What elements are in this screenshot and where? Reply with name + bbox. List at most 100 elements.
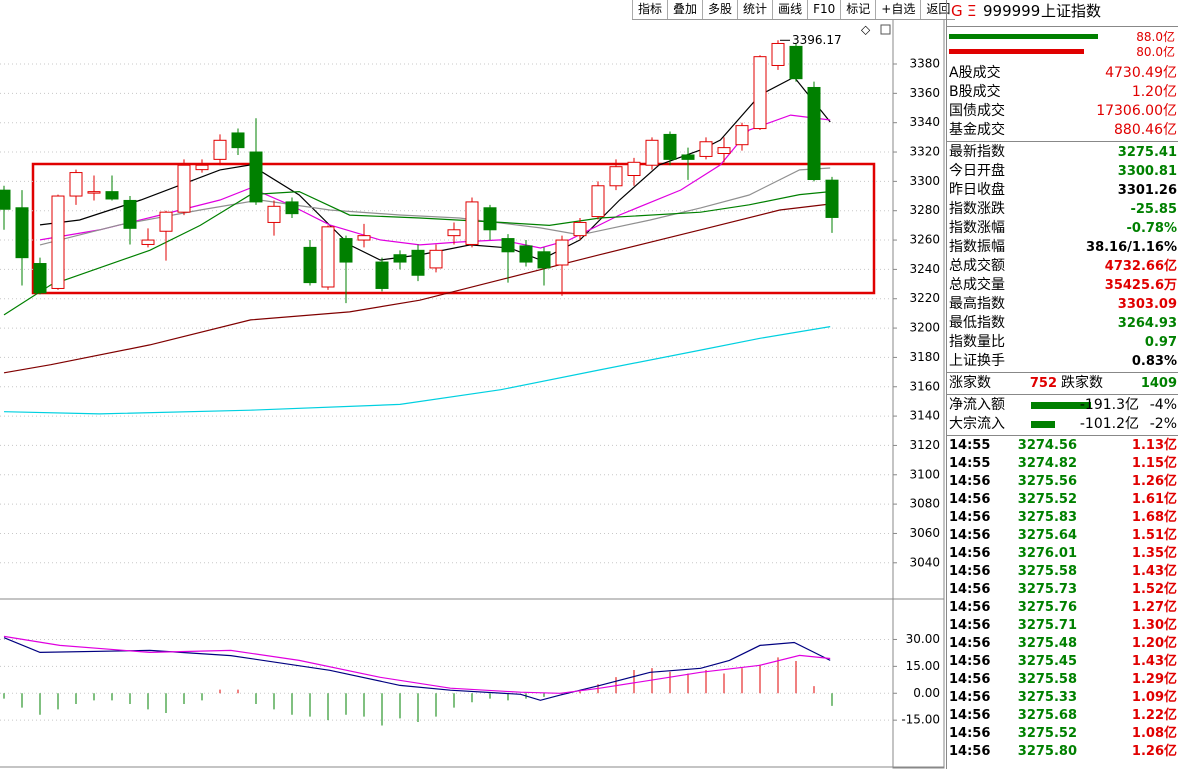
diamond-icon: ◇ [861,23,871,37]
tick-time: 14:56 [949,672,991,687]
y-tick-label: 3280 [909,203,940,217]
y-tick-label: 3120 [909,438,940,452]
tick-amount: 1.51亿 [1131,528,1177,543]
stat-row: 上证换手 0.83% [949,352,1177,371]
tick-amount: 1.35亿 [1131,546,1177,561]
stat-label: 最高指数 [949,296,1005,312]
tick-price: 3275.64 [1017,528,1077,543]
candle-body [177,164,191,213]
candle-body [681,154,695,160]
tick-amount: 1.68亿 [1131,510,1177,525]
candle-body [357,235,371,241]
candle-body [807,86,821,181]
tick-row: 14:56 3275.33 1.09亿 [949,689,1177,707]
indicator-line [3,326,831,415]
candle-body [537,251,551,269]
flow-value: -101.2亿 [1079,416,1139,432]
candle-body [591,185,605,218]
toolbar-button[interactable]: 叠加 [667,0,702,19]
stat-label: 国债成交 [949,103,1005,119]
candle-body [375,261,389,289]
candle-body [303,246,317,284]
tick-price: 3275.68 [1017,708,1077,723]
stat-label: B股成交 [949,84,1001,100]
toolbar-button[interactable]: F10 [807,0,840,19]
stat-label: 基金成交 [949,122,1005,138]
toolbar-button[interactable]: 指标 [632,0,667,19]
candle-body [123,199,137,229]
flow-row: 净流入额 -191.3亿 -4% [949,396,1177,415]
breadth-label: 跌家数 [1061,375,1103,391]
indicator-line [39,167,831,246]
highlight-box [31,162,876,295]
tick-price: 3275.73 [1017,582,1077,597]
y-tick-label: 3160 [909,379,940,393]
tick-amount: 1.26亿 [1131,474,1177,489]
tick-amount: 1.30亿 [1131,618,1177,633]
toolbar-button[interactable]: 标记 [840,0,875,19]
candle-body [429,249,443,269]
separator [947,372,1178,373]
header-mark: G [951,2,963,20]
tick-price: 3275.52 [1017,492,1077,507]
candle-body [555,239,569,266]
stat-value: 0.97 [1144,335,1177,350]
stat-row: 昨日收盘 3301.26 [949,181,1177,200]
toolbar-button[interactable]: 返回 [920,0,955,19]
stat-value: 3303.09 [1117,297,1177,312]
tick-time: 14:56 [949,618,991,633]
tick-row: 14:55 3274.82 1.15亿 [949,455,1177,473]
tick-amount: 1.13亿 [1131,438,1177,453]
stat-row: B股成交 1.20亿 [949,83,1177,102]
toolbar-button[interactable]: 多股 [702,0,737,19]
panel-header: G Ξ 999999 上证指数 [949,2,1177,21]
tick-price: 3275.58 [1017,564,1077,579]
flow-bar [1031,421,1055,428]
candle-body [105,191,119,200]
volume-bar-label: 88.0亿 [1136,30,1175,44]
tick-amount: 1.43亿 [1131,654,1177,669]
candle-body [33,263,47,294]
tick-amount: 1.20亿 [1131,636,1177,651]
stat-label: 指数量比 [949,334,1005,350]
candle-body [87,191,101,194]
candle-body [411,249,425,276]
toolbar-button[interactable]: 统计 [737,0,772,19]
y-tick-label: 3360 [909,86,940,100]
separator [947,394,1178,395]
stat-label: 指数涨跌 [949,201,1005,217]
y-tick-label: -15.00 [901,713,940,727]
stat-value: 4730.49亿 [1105,65,1177,81]
candle-body [753,56,767,130]
tick-amount: 1.22亿 [1131,708,1177,723]
candle-body [0,189,11,210]
flow-label: 净流入额 [949,397,1005,413]
candle-body [213,139,227,160]
flow-pct: -2% [1149,416,1177,432]
y-tick-label: 0.00 [913,686,940,700]
stat-value: 4732.66亿 [1104,259,1177,274]
quote-panel: G Ξ 999999 上证指数 88.0亿 80.0亿 A股成交 4730.49亿 B股成交 1.… [946,0,1178,769]
stat-label: 指数振幅 [949,239,1005,255]
toolbar-button[interactable]: 画线 [772,0,807,19]
candle-body [231,132,245,149]
stat-row: 最高指数 3303.09 [949,295,1177,314]
y-tick-label: 3080 [909,497,940,511]
toolbar-button[interactable]: +自选 [875,0,920,19]
stat-value: 0.83% [1131,354,1177,369]
y-tick-label: 3380 [909,57,940,71]
stat-label: A股成交 [949,65,1001,81]
indicator-line [3,203,831,374]
tick-amount: 1.27亿 [1131,600,1177,615]
y-tick-label: 3220 [909,291,940,305]
indicator-line [3,190,831,316]
stat-row: 指数量比 0.97 [949,333,1177,352]
stat-value: 3300.81 [1117,164,1177,179]
separator [947,141,1178,142]
tick-row: 14:56 3275.71 1.30亿 [949,617,1177,635]
stat-row: 今日开盘 3300.81 [949,162,1177,181]
tick-amount: 1.15亿 [1131,456,1177,471]
y-tick-label: 3040 [909,555,940,569]
y-tick-label: 3200 [909,321,940,335]
tick-time: 14:56 [949,600,991,615]
